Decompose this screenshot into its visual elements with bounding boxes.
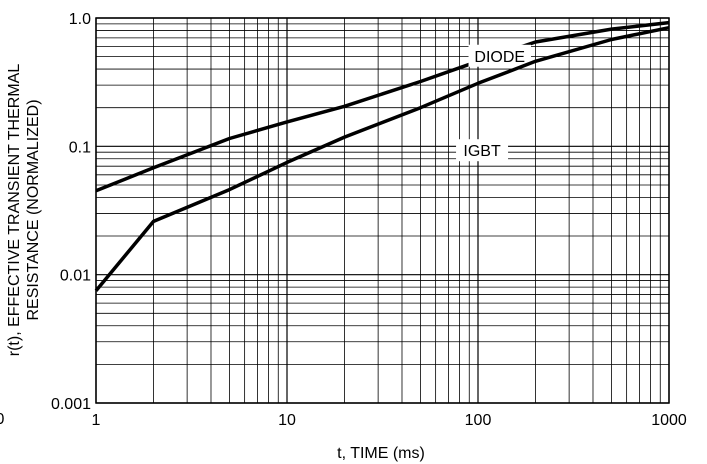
series-label-diode: DIODE (474, 49, 525, 66)
series-line-diode (95, 20, 670, 193)
y-tick-label: 0.001 (51, 396, 91, 413)
x-tick-label: 100 (465, 412, 492, 429)
x-tick-label: 1 (92, 412, 101, 429)
series-label-igbt: IGBT (463, 143, 501, 160)
series-label-bg-igbt (456, 139, 509, 162)
x-tick-labels: 1 10 100 1000 (92, 412, 687, 429)
x-tick-label: 1000 (651, 412, 687, 429)
left-edge-fragment: 0 (0, 411, 5, 428)
plot-area-frame (95, 17, 670, 404)
y-axis-label-line1: r(t), EFFECTIVE TRANSIENT THERMAL (6, 64, 23, 357)
y-tick-label: 1.0 (69, 11, 91, 28)
series-line-igbt (94, 25, 670, 292)
y-tick-label: 0.01 (60, 268, 91, 285)
series-layer: DIODE IGBT (94, 20, 670, 292)
y-tick-label: 0.1 (69, 139, 91, 156)
x-tick-label: 10 (278, 412, 296, 429)
y-axis-label-line2: RESISTANCE (NORMALIZED) (25, 99, 42, 320)
y-tick-labels: 0.001 0.01 0.1 1.0 (51, 11, 91, 413)
series-label-bg-diode (468, 44, 532, 67)
x-axis-label: t, TIME (ms) (337, 445, 425, 462)
